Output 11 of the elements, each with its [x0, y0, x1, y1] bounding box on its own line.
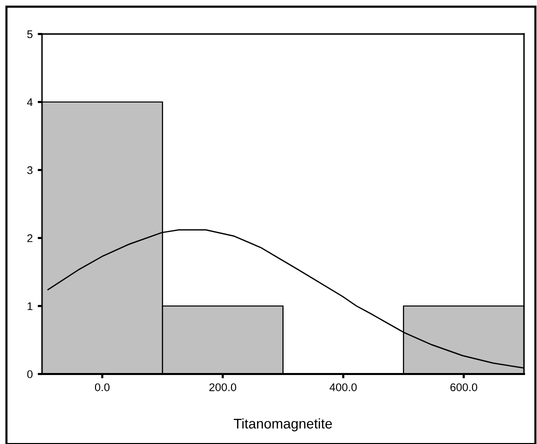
x-axis-title: Titanomagnetite — [234, 418, 332, 432]
y-tick-label: 5 — [27, 30, 33, 38]
y-tick-label: 0 — [27, 370, 33, 378]
y-tick-label: 3 — [27, 166, 32, 174]
x-tick-label: 400.0 — [330, 383, 357, 392]
y-tick-label: 4 — [27, 98, 33, 106]
x-tick-label: 600.0 — [450, 383, 478, 392]
x-tick-label: 200.0 — [209, 383, 236, 392]
y-tick-label: 1 — [28, 302, 32, 310]
y-tick-label: 2 — [27, 234, 32, 242]
x-tick-label: 0.0 — [94, 383, 110, 392]
